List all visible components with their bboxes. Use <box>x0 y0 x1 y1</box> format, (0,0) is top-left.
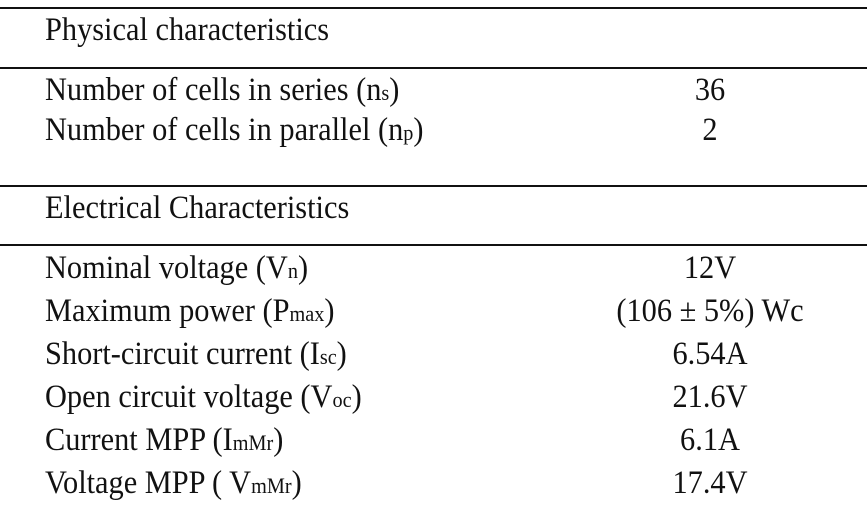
label-end: ) <box>336 336 347 372</box>
label-text: Open circuit voltage (V <box>45 379 333 415</box>
label-end: ) <box>413 112 424 148</box>
row-label: Number of cells in series (ns) <box>45 70 399 113</box>
label-text: Current MPP (I <box>45 422 233 458</box>
label-text: Nominal voltage (V <box>45 250 288 286</box>
label-end: ) <box>324 293 335 329</box>
row-value: 17.4V <box>672 465 748 501</box>
section-title: Physical characteristics <box>45 12 330 48</box>
row-value: 6.54A <box>672 336 748 372</box>
row-label: Current MPP (ImMr) <box>45 420 283 463</box>
label-subscript: n <box>287 258 298 283</box>
row-value: 36 <box>694 72 726 108</box>
section-title: Electrical Characteristics <box>45 190 350 226</box>
row-label: Number of cells in parallel (np) <box>45 110 424 153</box>
rule <box>0 7 867 9</box>
label-subscript: oc <box>332 387 352 412</box>
label-subscript: sc <box>319 344 337 369</box>
label-subscript: mMr <box>251 473 292 498</box>
row-label: Nominal voltage (Vn) <box>45 248 308 291</box>
label-text: Short-circuit current (I <box>45 336 320 372</box>
label-subscript: s <box>381 80 390 105</box>
row-label: Maximum power (Pmax) <box>45 291 335 334</box>
row-value: 6.1A <box>680 422 740 458</box>
label-text: Number of cells in parallel (n <box>45 112 404 148</box>
label-end: ) <box>273 422 284 458</box>
row-value: 2 <box>702 112 718 148</box>
label-end: ) <box>291 465 302 501</box>
label-end: ) <box>297 250 309 286</box>
rule <box>0 244 867 246</box>
row-label: Open circuit voltage (Voc) <box>45 377 362 420</box>
label-end: ) <box>351 379 362 415</box>
label-subscript: mMr <box>232 430 274 455</box>
row-value: (106 ± 5%) Wc <box>616 293 804 329</box>
label-text: Number of cells in series (n <box>45 72 382 108</box>
label-text: Maximum power (P <box>45 293 290 329</box>
row-value: 21.6V <box>672 379 748 415</box>
label-end: ) <box>389 72 400 108</box>
row-label: Short-circuit current (Isc) <box>45 334 347 377</box>
rule <box>0 67 867 69</box>
row-label: Voltage MPP ( VmMr) <box>45 463 302 506</box>
rule <box>0 185 867 187</box>
row-value: 12V <box>683 250 737 286</box>
label-text: Voltage MPP ( V <box>45 465 252 501</box>
label-subscript: max <box>289 301 325 326</box>
label-subscript: p <box>403 120 414 145</box>
